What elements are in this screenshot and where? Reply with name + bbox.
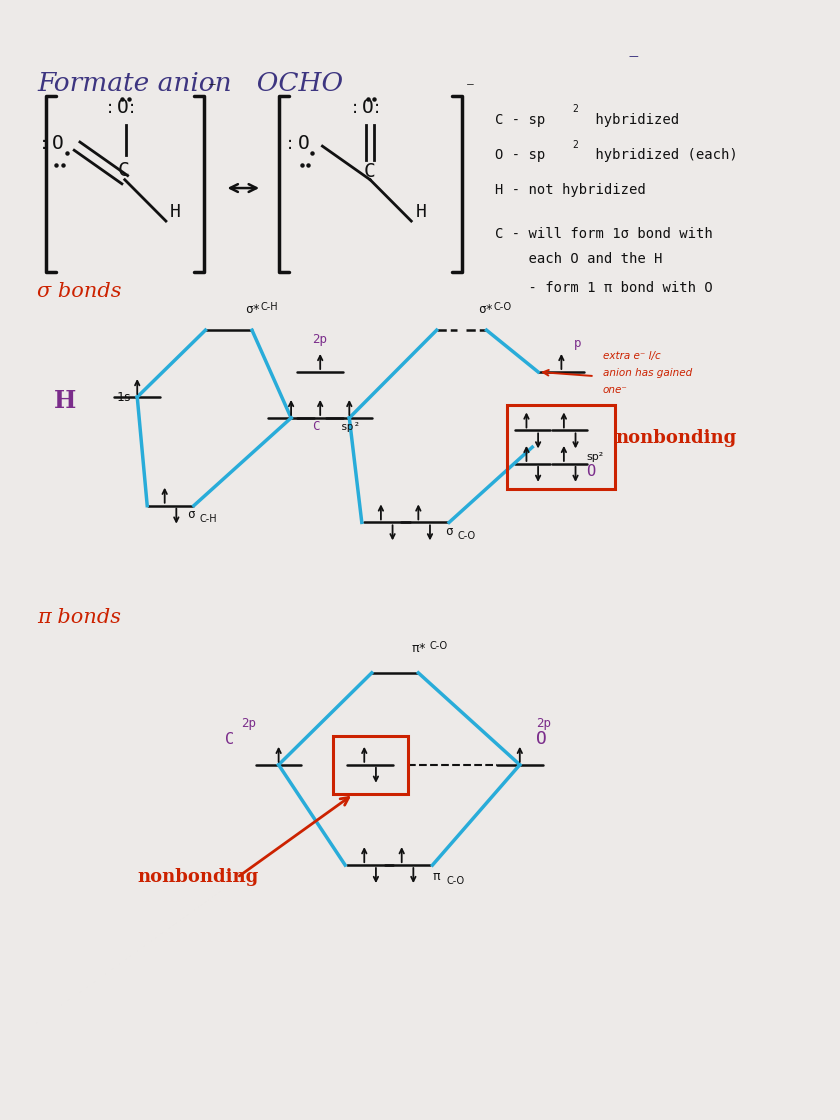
Text: σ*: σ*: [245, 304, 260, 317]
Text: - form 1 π bond with O: - form 1 π bond with O: [495, 281, 712, 295]
Text: O: O: [537, 730, 548, 748]
Text: O - sp: O - sp: [495, 148, 545, 162]
Text: :: :: [375, 99, 381, 116]
Text: σ*: σ*: [478, 304, 493, 317]
Text: 2p: 2p: [241, 717, 256, 730]
Text: extra e⁻ l/c: extra e⁻ l/c: [603, 352, 661, 362]
Text: sp²: sp²: [341, 422, 361, 432]
Text: H: H: [416, 203, 426, 221]
Text: ⁻: ⁻: [628, 50, 640, 71]
Text: H - not hybridized: H - not hybridized: [495, 183, 646, 197]
Text: π*: π*: [412, 642, 427, 655]
Text: C-O: C-O: [430, 641, 448, 651]
Text: σ: σ: [187, 508, 195, 521]
Text: O: O: [297, 133, 309, 152]
Text: C-O: C-O: [493, 302, 512, 312]
Text: Formate anion   OCHO: Formate anion OCHO: [38, 71, 344, 96]
Text: H: H: [170, 203, 181, 221]
Text: :: :: [352, 99, 358, 116]
Text: hybridized: hybridized: [587, 113, 680, 127]
Text: C: C: [118, 160, 130, 179]
Text: anion has gained: anion has gained: [603, 368, 692, 379]
Text: nonbonding: nonbonding: [616, 429, 737, 447]
Text: p: p: [574, 337, 581, 349]
Text: O: O: [586, 465, 596, 479]
Text: σ bonds: σ bonds: [38, 282, 122, 300]
Text: sp²: sp²: [586, 451, 604, 461]
Text: O: O: [52, 133, 64, 152]
Text: each O and the H: each O and the H: [495, 252, 663, 265]
Text: C-H: C-H: [200, 514, 218, 524]
Text: C-O: C-O: [447, 876, 465, 886]
Text: 2: 2: [572, 140, 578, 150]
Text: C-O: C-O: [458, 531, 475, 541]
Text: :: :: [107, 99, 113, 116]
Text: O: O: [117, 97, 129, 116]
Text: π bonds: π bonds: [38, 608, 122, 627]
Text: 2p: 2p: [537, 717, 551, 730]
Text: C - will form 1σ bond with: C - will form 1σ bond with: [495, 226, 712, 241]
Text: C: C: [224, 731, 234, 747]
Text: 2: 2: [572, 104, 578, 114]
Text: O: O: [362, 97, 374, 116]
Text: nonbonding: nonbonding: [137, 868, 259, 886]
Text: π: π: [433, 870, 440, 884]
Text: C-H: C-H: [260, 302, 278, 312]
Text: C: C: [312, 420, 319, 433]
Text: C: C: [364, 162, 375, 181]
Text: ⁻: ⁻: [208, 80, 217, 97]
Text: one⁻: one⁻: [603, 385, 627, 395]
Text: :: :: [129, 99, 135, 116]
Text: 1s: 1s: [117, 391, 131, 404]
Text: ⁻: ⁻: [465, 80, 475, 97]
Text: :: :: [41, 134, 47, 152]
Text: H: H: [54, 389, 76, 412]
Bar: [333, 736, 407, 794]
Text: hybridized (each): hybridized (each): [587, 148, 738, 162]
Text: σ: σ: [445, 525, 453, 538]
Text: :: :: [286, 134, 293, 152]
Text: 2p: 2p: [312, 333, 327, 346]
Text: C - sp: C - sp: [495, 113, 545, 127]
Bar: [507, 405, 616, 489]
